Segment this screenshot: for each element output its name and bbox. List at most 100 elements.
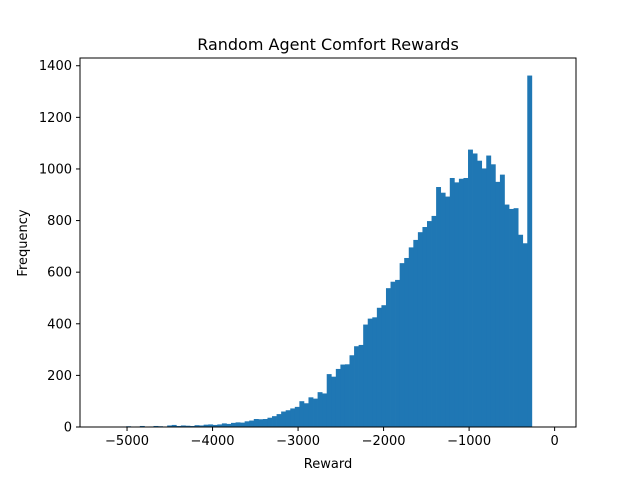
histogram-bar: [527, 75, 533, 428]
histogram-bar: [203, 424, 209, 427]
histogram-bar: [445, 196, 451, 427]
histogram-bar: [454, 182, 460, 427]
histogram-bar: [513, 208, 519, 427]
histogram-bar: [509, 208, 514, 427]
y-axis-label: Frequency: [16, 209, 31, 276]
histogram-bar: [335, 368, 341, 427]
histogram-bar: [344, 364, 350, 427]
histogram-bar: [240, 422, 246, 427]
histogram-bar: [468, 149, 473, 427]
bar-group: [98, 75, 533, 428]
histogram-bar: [376, 307, 382, 427]
histogram-bar: [262, 419, 268, 427]
histogram-bar: [395, 279, 400, 427]
histogram-bar: [299, 401, 305, 427]
histogram-bar: [249, 420, 255, 427]
x-tick-label: −2000: [362, 434, 406, 449]
histogram-bar: [490, 164, 496, 427]
y-tick-label: 1000: [39, 162, 72, 177]
y-tick-label: 600: [47, 266, 72, 281]
x-tick-label: −3000: [276, 434, 320, 449]
histogram-bar: [212, 424, 218, 427]
chart-title: Random Agent Comfort Rewards: [197, 35, 459, 54]
histogram-bar: [367, 318, 373, 427]
histogram-bar: [235, 422, 241, 427]
histogram-bar: [431, 215, 437, 427]
histogram-bar: [399, 263, 405, 427]
x-tick-label: −1000: [447, 434, 491, 449]
histogram-bar: [390, 281, 396, 427]
histogram-bar: [189, 425, 195, 427]
histogram-bar: [171, 424, 177, 427]
histogram-bar: [463, 177, 469, 427]
histogram-bar: [518, 234, 524, 427]
histogram-bar: [276, 414, 282, 427]
histogram-bar: [349, 355, 355, 427]
histogram-bar: [153, 425, 159, 427]
histogram-bar: [217, 424, 223, 427]
histogram-bar: [285, 410, 291, 427]
histogram-bar: [308, 397, 314, 427]
histogram-bar: [294, 406, 300, 427]
histogram-bar: [317, 392, 323, 427]
histogram-bar: [472, 153, 478, 428]
x-tick-label: −5000: [105, 434, 149, 449]
histogram-bar: [372, 317, 378, 427]
histogram-bar: [458, 178, 464, 427]
histogram-bar: [258, 419, 264, 427]
histogram-bar: [199, 425, 204, 427]
x-tick-label: −4000: [191, 434, 235, 449]
axes-group: −5000 −4000 −3000 −2000 −1000 0 0 200 400 600 800 1…: [39, 57, 577, 449]
y-tick-label: 800: [47, 214, 72, 229]
histogram-bar: [167, 425, 173, 427]
x-tick-label: 0: [550, 434, 558, 449]
histogram-bar: [363, 324, 369, 427]
histogram-bar: [290, 408, 296, 427]
histogram-bar: [185, 425, 191, 427]
y-tick-label: 0: [64, 421, 72, 436]
histogram-bar: [281, 411, 287, 427]
plot-frame: [79, 57, 577, 428]
histogram-bar: [495, 181, 501, 427]
histogram-bar: [499, 174, 505, 427]
histogram-bar: [440, 192, 446, 427]
histogram-bar: [253, 419, 259, 427]
histogram-bar: [221, 423, 227, 427]
histogram-bar: [404, 257, 410, 427]
histogram-bar: [413, 239, 419, 427]
y-tick-label: 1200: [39, 111, 72, 126]
histogram-bar: [139, 425, 145, 427]
y-tick-label: 200: [47, 369, 72, 384]
histogram-bar: [426, 221, 432, 427]
histogram-bar: [477, 160, 483, 427]
histogram-bar: [340, 364, 346, 427]
histogram-bar: [354, 346, 359, 427]
histogram-bar: [231, 422, 236, 427]
histogram-bar: [522, 243, 528, 427]
histogram-bar: [481, 168, 487, 427]
histogram-bar: [226, 423, 232, 427]
histogram-bar: [436, 187, 442, 427]
histogram-bar: [385, 288, 391, 427]
histogram-bar: [449, 177, 455, 427]
histogram-bar: [244, 421, 250, 427]
histogram-bar: [381, 305, 387, 427]
histogram-bar: [486, 155, 492, 428]
y-tick-label: 1400: [39, 59, 72, 74]
histogram-bar: [408, 247, 414, 427]
histogram-bar: [194, 425, 200, 427]
y-tick-label: 400: [47, 317, 72, 332]
histogram-bar: [417, 232, 423, 427]
histogram-bar: [358, 344, 364, 427]
histogram-bar: [272, 416, 277, 427]
histogram-bar: [504, 204, 510, 427]
histogram-bar: [313, 398, 318, 427]
histogram-bar: [180, 425, 186, 427]
histogram-bar: [267, 417, 273, 427]
histogram-bar: [303, 403, 309, 427]
x-axis-label: Reward: [304, 457, 352, 472]
histogram-bar: [326, 374, 332, 427]
histogram-bar: [322, 393, 328, 427]
